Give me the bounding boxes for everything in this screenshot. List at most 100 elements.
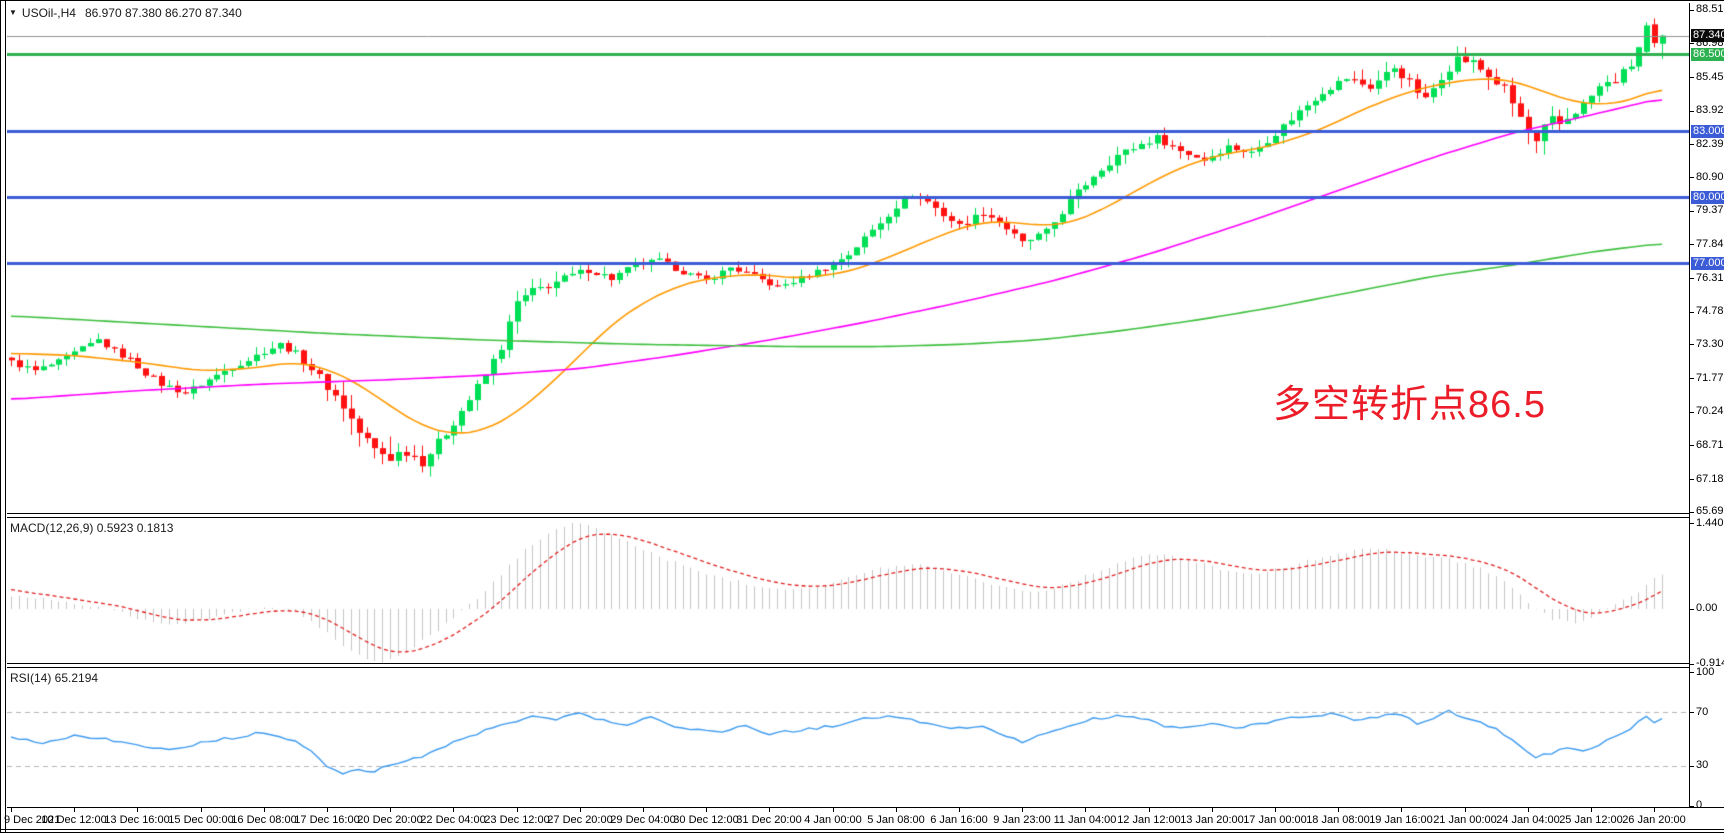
time-tick-mark xyxy=(1338,808,1339,812)
price-tick-label: 68.710 xyxy=(1696,438,1724,451)
time-axis-label: 31 Dec 20:00 xyxy=(736,814,802,826)
macd-tick-label: 1.4405 xyxy=(1696,516,1724,529)
time-tick-mark xyxy=(1465,808,1466,812)
time-tick-mark xyxy=(1085,808,1086,812)
chart-symbol-timeframe: USOil-,H4 xyxy=(21,6,76,20)
time-axis-label: 16 Dec 08:00 xyxy=(231,814,297,826)
time-axis-label: 15 Dec 00:00 xyxy=(168,814,234,826)
rsi-tick-mark xyxy=(1690,806,1694,807)
rsi-tick-mark xyxy=(1690,766,1694,767)
time-axis-label: 6 Jan 16:00 xyxy=(930,814,988,826)
price-line-label-blue: 77.000 xyxy=(1691,256,1724,270)
price-tick-mark xyxy=(1690,43,1694,44)
panel-separator[interactable] xyxy=(7,663,1689,664)
rsi-tick-label: 30 xyxy=(1696,759,1709,772)
price-tick-label: 70.240 xyxy=(1696,405,1724,418)
time-axis-label: 30 Dec 12:00 xyxy=(673,814,739,826)
time-axis-label: 19 Jan 16:00 xyxy=(1369,814,1433,826)
rsi-tick-label: 100 xyxy=(1696,665,1715,678)
price-tick-mark xyxy=(1690,479,1694,480)
price-tick-label: 88.510 xyxy=(1696,3,1724,16)
macd-tick-label: 0.00 xyxy=(1696,602,1718,615)
time-axis-label: 27 Dec 20:00 xyxy=(547,814,613,826)
panel-separator[interactable] xyxy=(7,513,1689,514)
time-axis-label: 9 Jan 23:00 xyxy=(993,814,1051,826)
annotation-text[interactable]: 多空转折点86.5 xyxy=(1273,384,1546,426)
time-axis-label: 13 Jan 20:00 xyxy=(1180,814,1244,826)
panel-separator[interactable] xyxy=(7,667,1689,668)
time-tick-mark xyxy=(327,808,328,812)
price-tick-mark xyxy=(1690,211,1694,212)
panel-separator[interactable] xyxy=(7,517,1689,518)
time-tick-mark xyxy=(1212,808,1213,812)
price-tick-label: 71.770 xyxy=(1696,371,1724,384)
price-tick-label: 79.375 xyxy=(1696,204,1724,217)
time-axis-label: 22 Dec 04:00 xyxy=(420,814,486,826)
time-tick-mark xyxy=(1022,808,1023,812)
time-tick-mark xyxy=(643,808,644,812)
price-tick-label: 77.845 xyxy=(1696,237,1724,250)
time-tick-mark xyxy=(833,808,834,812)
price-tick-label: 82.390 xyxy=(1696,137,1724,150)
price-tick-mark xyxy=(1690,378,1694,379)
price-tick-mark xyxy=(1690,177,1694,178)
time-tick-mark xyxy=(896,808,897,812)
price-line-label-green: 86.500 xyxy=(1691,47,1724,61)
price-tick-label: 73.300 xyxy=(1696,337,1724,350)
time-axis-label: 9 Dec 2021 xyxy=(4,814,61,826)
time-axis-label: 4 Jan 00:00 xyxy=(804,814,862,826)
price-tick-label: 83.920 xyxy=(1696,104,1724,117)
macd-label: MACD(12,26,9) 0.5923 0.1813 xyxy=(10,521,174,535)
time-tick-mark xyxy=(74,808,75,812)
price-axis[interactable]: 88.51086.98085.45083.92082.39080.90579.3… xyxy=(1689,3,1724,811)
macd-tick-mark xyxy=(1690,523,1694,524)
time-tick-mark xyxy=(1654,808,1655,812)
price-tick-mark xyxy=(1690,77,1694,78)
price-tick-mark xyxy=(1690,445,1694,446)
macd-canvas[interactable] xyxy=(7,518,1689,663)
time-axis-label: 11 Jan 04:00 xyxy=(1053,814,1117,826)
macd-tick-mark xyxy=(1690,664,1694,665)
symbol-dropdown-icon[interactable]: ▼ xyxy=(9,8,17,17)
time-tick-mark xyxy=(1528,808,1529,812)
time-axis-label: 24 Jan 04:00 xyxy=(1496,814,1560,826)
price-tick-mark xyxy=(1690,144,1694,145)
price-line-label-current: 87.340 xyxy=(1691,29,1724,43)
rsi-tick-mark xyxy=(1690,672,1694,673)
price-tick-mark xyxy=(1690,312,1694,313)
time-tick-mark xyxy=(1401,808,1402,812)
rsi-tick-label: 70 xyxy=(1696,705,1709,718)
time-tick-mark xyxy=(706,808,707,812)
time-tick-mark xyxy=(1275,808,1276,812)
time-axis-label: 5 Jan 08:00 xyxy=(867,814,925,826)
time-tick-mark xyxy=(264,808,265,812)
time-axis-label: 10 Dec 12:00 xyxy=(41,814,107,826)
time-tick-mark xyxy=(580,808,581,812)
time-axis-label: 20 Dec 20:00 xyxy=(357,814,423,826)
rsi-tick-mark xyxy=(1690,712,1694,713)
chart-title: ▼ USOil-,H4 86.970 87.380 86.270 87.340 xyxy=(7,6,242,20)
window-left-border xyxy=(5,1,6,833)
time-tick-mark xyxy=(11,808,12,812)
price-tick-mark xyxy=(1690,412,1694,413)
price-chart-canvas[interactable] xyxy=(7,3,1689,513)
chart-ohlc-values: 86.970 87.380 86.270 87.340 xyxy=(84,6,242,20)
time-axis-label: 29 Dec 04:00 xyxy=(610,814,676,826)
price-tick-label: 80.905 xyxy=(1696,170,1724,183)
macd-tick-label: -0.9144 xyxy=(1696,657,1724,670)
time-tick-mark xyxy=(453,808,454,812)
price-tick-label: 67.180 xyxy=(1696,472,1724,485)
time-axis-label: 12 Jan 12:00 xyxy=(1117,814,1181,826)
price-tick-label: 76.315 xyxy=(1696,271,1724,284)
price-tick-label: 74.785 xyxy=(1696,305,1724,318)
macd-tick-mark xyxy=(1690,609,1694,610)
time-axis-label: 25 Jan 12:00 xyxy=(1559,814,1623,826)
time-tick-mark xyxy=(1149,808,1150,812)
price-tick-mark xyxy=(1690,278,1694,279)
rsi-canvas[interactable] xyxy=(7,668,1689,807)
rsi-label: RSI(14) 65.2194 xyxy=(10,671,99,685)
time-axis-label: 17 Dec 16:00 xyxy=(294,814,360,826)
time-axis[interactable]: 9 Dec 2021 10 Dec 12:00 13 Dec 16:00 15 Dec… xyxy=(1,807,1724,833)
time-axis-line xyxy=(7,807,1724,808)
